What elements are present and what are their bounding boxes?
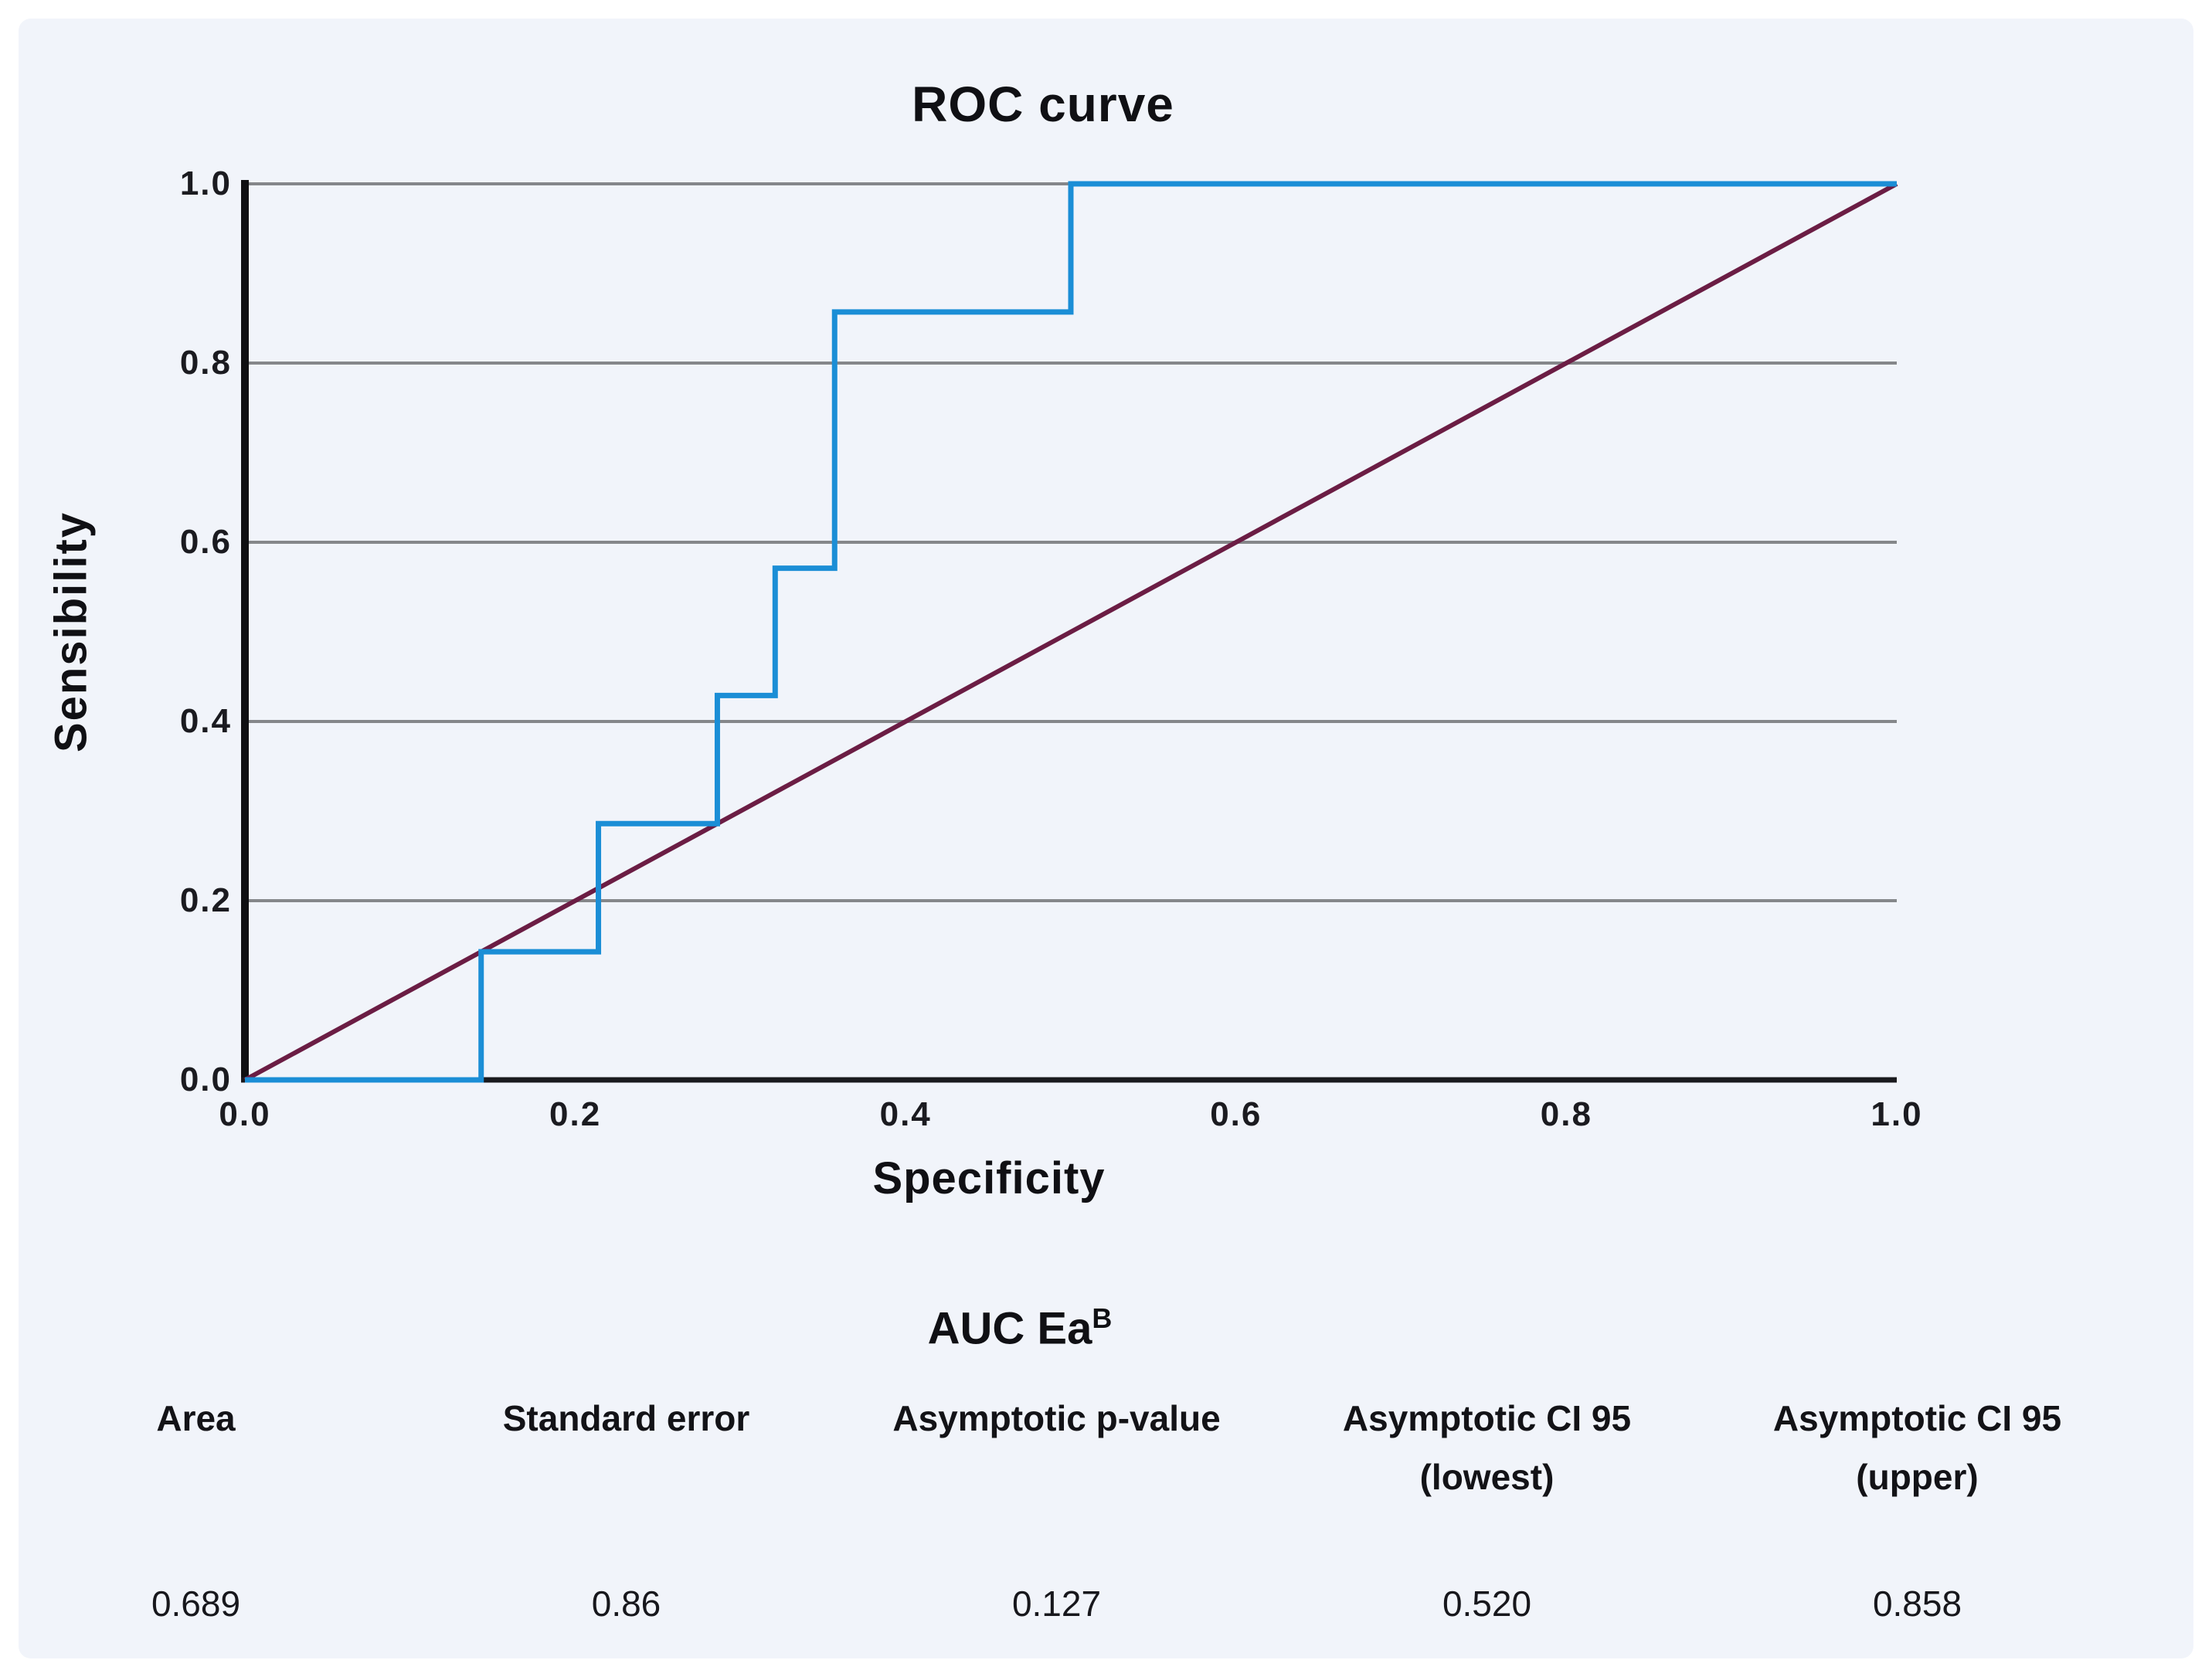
auc-value-cell: 0.520 [1272, 1582, 1702, 1625]
auc-header-cell: Asymptotic CI 95 (upper) [1702, 1389, 2132, 1506]
x-tick-label: 0.4 [879, 1095, 932, 1133]
auc-title-superscript: B [1092, 1302, 1113, 1334]
x-tick-label: 0.0 [219, 1095, 271, 1133]
auc-header-cell: Area [0, 1389, 411, 1506]
auc-value-text: 0.127 [1011, 1584, 1102, 1624]
y-tick-label: 1.0 [179, 165, 232, 202]
auc-table-value-row: 0.689 0.86 0.127 0.520 0.858 [0, 1582, 2132, 1625]
auc-value-text: 0.520 [1442, 1584, 1532, 1624]
y-tick-label: 0.2 [179, 881, 232, 919]
auc-header-text: Standard error [502, 1398, 750, 1438]
auc-value-cell: 0.127 [841, 1582, 1272, 1625]
auc-header-text: Asymptotic CI 95 (lowest) [1342, 1398, 1632, 1497]
auc-header-text: Area [156, 1398, 236, 1438]
auc-value-cell: 0.689 [0, 1582, 411, 1625]
auc-header-text: Asymptotic p-value [892, 1398, 1221, 1438]
auc-header-cell: Asymptotic CI 95 (lowest) [1272, 1389, 1702, 1506]
x-tick-label: 0.8 [1540, 1095, 1592, 1133]
y-tick-label: 0.6 [179, 523, 232, 561]
y-axis-label: Sensibility [46, 511, 97, 753]
auc-value-text: 0.86 [591, 1584, 661, 1624]
chart-canvas [19, 19, 2193, 1658]
y-tick-label: 0.8 [179, 344, 232, 382]
auc-value-cell: 0.858 [1702, 1582, 2132, 1625]
y-tick-label: 0.0 [179, 1061, 232, 1098]
chart-title: ROC curve [912, 76, 1174, 132]
auc-header-cell: Standard error [411, 1389, 841, 1506]
series-roc-step-curve [245, 181, 1897, 1083]
auc-table-title: AUC EaB [0, 1302, 2040, 1354]
y-tick-label: 0.4 [179, 702, 232, 740]
auc-value-text: 0.689 [151, 1584, 241, 1624]
auc-header-text: Asymptotic CI 95 (upper) [1772, 1398, 2062, 1497]
x-axis-label: Specificity [872, 1153, 1106, 1203]
auc-table-header-row: Area Standard error Asymptotic p-value Asym… [0, 1389, 2132, 1506]
auc-value-cell: 0.86 [411, 1582, 841, 1625]
auc-header-cell: Asymptotic p-value [841, 1389, 1272, 1506]
x-tick-label: 0.6 [1210, 1095, 1262, 1133]
auc-title-text: AUC Ea [927, 1303, 1092, 1354]
x-tick-label: 1.0 [1871, 1095, 1923, 1133]
series-reference-diagonal [243, 182, 1898, 1082]
auc-value-text: 0.858 [1872, 1584, 1962, 1624]
x-tick-label: 0.2 [549, 1095, 602, 1133]
